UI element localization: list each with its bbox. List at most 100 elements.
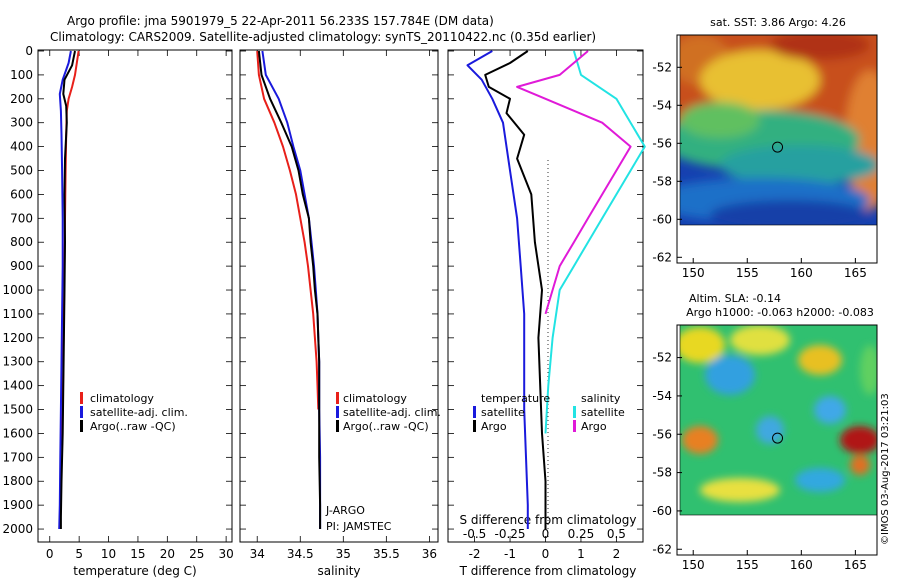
depth-tick-label: 1600 <box>2 426 33 440</box>
map-x-tick-label: 165 <box>844 266 867 280</box>
sla-map-subtitle: Argo h1000: -0.063 h2000: -0.083 <box>686 306 874 319</box>
depth-tick-label: 900 <box>10 259 33 273</box>
depth-tick-label: 1100 <box>2 307 33 321</box>
series-line-argo-raw-qc- <box>257 50 322 529</box>
legend-swatch-climatology <box>80 392 83 404</box>
map-y-tick-label: -56 <box>652 136 672 150</box>
map-y-tick-label: -52 <box>652 60 672 74</box>
depth-tick-label: 1300 <box>2 355 33 369</box>
legend-header-salinity: salinity <box>581 392 621 405</box>
depth-tick-label: 600 <box>10 187 33 201</box>
legend-swatch-satellite <box>336 406 339 418</box>
map-x-tick-label: 165 <box>844 558 867 572</box>
map-y-tick-label: -54 <box>652 98 672 112</box>
x-tick-label: 20 <box>160 547 175 561</box>
sst-map-frame <box>676 34 878 264</box>
legend-label-t-argo: Argo <box>481 420 507 433</box>
s-tick-label: 0 <box>542 527 550 541</box>
sla-map-frame <box>676 324 878 556</box>
map-y-tick-label: -58 <box>652 174 672 188</box>
legend-label-climatology: climatology <box>90 392 154 405</box>
map-y-tick-label: -54 <box>652 389 672 403</box>
series-line-climatology <box>256 50 320 410</box>
map-x-tick-label: 155 <box>736 266 759 280</box>
legend-label-satellite: satellite-adj. clim. <box>90 406 188 419</box>
depth-tick-label: 1800 <box>2 474 33 488</box>
map-x-tick-label: 150 <box>682 266 705 280</box>
annotation-jargo: J-ARGO <box>325 504 365 517</box>
s-tick-label: 0.5 <box>607 527 626 541</box>
sst-map-axes: 150 155 160 165 -52 -54 -56 -58 -60 -62 <box>652 60 866 280</box>
annotation-pi: PI: JAMSTEC <box>326 520 392 533</box>
legend-label-s-satellite: satellite <box>581 406 625 419</box>
x-tick-label: -2 <box>469 547 481 561</box>
depth-tick-label: 0 <box>25 44 33 58</box>
x-tick-label: 30 <box>218 547 233 561</box>
salinity-legend: climatology satellite-adj. clim. Argo(..… <box>336 392 441 433</box>
temperature-x-label: temperature (deg C) <box>73 564 196 578</box>
legend-header-temperature: temperature <box>481 392 550 405</box>
map-y-tick-label: -58 <box>652 466 672 480</box>
sst-map-title: sat. SST: 3.86 Argo: 4.26 <box>710 16 846 29</box>
depth-tick-label: 500 <box>10 164 33 178</box>
difference-legend: temperature salinity satellite Argo sate… <box>473 392 625 433</box>
sla-map-title: Altim. SLA: -0.14 <box>689 292 781 305</box>
legend-label-climatology: climatology <box>343 392 407 405</box>
x-tick-label: -1 <box>504 547 516 561</box>
depth-tick-label: 200 <box>10 92 33 106</box>
depth-tick-label: 2000 <box>2 522 33 536</box>
map-y-tick-label: -52 <box>652 351 672 365</box>
x-tick-label: 0 <box>46 547 54 561</box>
depth-tick-label: 400 <box>10 140 33 154</box>
sst-heatmap <box>680 35 877 225</box>
legend-label-t-satellite: satellite <box>481 406 525 419</box>
sla-argo-location-marker <box>772 432 784 444</box>
map-y-tick-label: -60 <box>652 504 672 518</box>
x-tick-label: 35 <box>336 547 351 561</box>
map-y-tick-label: -56 <box>652 427 672 441</box>
t-difference-x-label: T difference from climatology <box>459 564 637 578</box>
depth-tick-label: 1700 <box>2 450 33 464</box>
legend-swatch-s-argo <box>573 420 576 432</box>
map-y-tick-label: -62 <box>652 250 672 264</box>
sst-argo-location-marker <box>772 141 784 153</box>
depth-axis: 0 100 200 300 400 500 600 700 800 900 1000 1100 1200… <box>2 44 643 536</box>
depth-tick-label: 1400 <box>2 379 33 393</box>
depth-tick-label: 1900 <box>2 498 33 512</box>
map-y-tick-label: -60 <box>652 212 672 226</box>
map-x-tick-label: 150 <box>682 558 705 572</box>
figure-title-line1: Argo profile: jma 5901979_5 22-Apr-2011 … <box>67 14 494 28</box>
x-tick-label: 34 <box>250 547 265 561</box>
x-tick-label: 36 <box>422 547 437 561</box>
s-tick-label: -0.5 <box>463 527 486 541</box>
x-tick-label: 10 <box>101 547 116 561</box>
s-tick-label: -0.25 <box>495 527 526 541</box>
figure-title-line2: Climatology: CARS2009. Satellite-adjuste… <box>50 30 596 44</box>
depth-tick-label: 1000 <box>2 283 33 297</box>
difference-x-axis: -2 -1 0 1 2 -0.5 -0.25 0 0.25 0.5 <box>463 50 626 561</box>
sla-heatmap <box>680 325 877 515</box>
salinity-series <box>256 50 322 529</box>
x-tick-label: 2 <box>613 547 621 561</box>
map-x-tick-label: 155 <box>736 558 759 572</box>
legend-swatch-argo <box>336 420 339 432</box>
series-line-argo-raw-qc- <box>59 50 76 529</box>
legend-label-s-argo: Argo <box>581 420 607 433</box>
imos-watermark: ©IMOS 03-Aug-2017 03:21:03 <box>880 393 891 545</box>
depth-tick-label: 1500 <box>2 403 33 417</box>
x-tick-label: 35.5 <box>373 547 400 561</box>
x-tick-label: 34.5 <box>287 547 314 561</box>
map-y-tick-label: -62 <box>652 542 672 556</box>
legend-swatch-t-satellite <box>473 406 476 418</box>
legend-swatch-s-satellite <box>573 406 576 418</box>
map-x-tick-label: 160 <box>790 558 813 572</box>
legend-label-argo: Argo(..raw -QC) <box>90 420 176 433</box>
x-tick-label: 0 <box>542 547 550 561</box>
sla-map-axes: 150 155 160 165 -52 -54 -56 -58 -60 -62 <box>652 351 866 572</box>
s-tick-label: 0.25 <box>568 527 595 541</box>
depth-tick-label: 800 <box>10 235 33 249</box>
series-line-s-argo <box>516 50 632 315</box>
salinity-x-axis: 34 34.5 35 35.5 36 <box>250 50 437 561</box>
temperature-series <box>58 50 80 530</box>
depth-tick-label: 100 <box>10 68 33 82</box>
